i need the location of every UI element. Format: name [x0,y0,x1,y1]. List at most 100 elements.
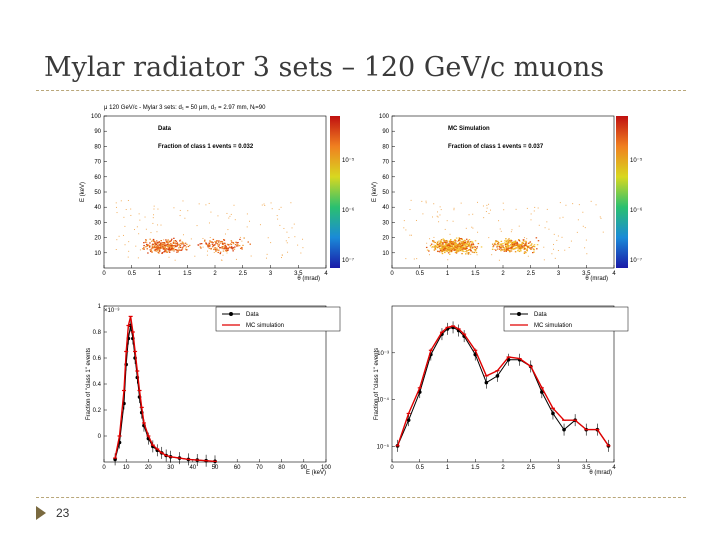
heatmap-point [460,249,463,251]
heatmap-point [523,248,526,250]
heatmap-point [175,249,177,251]
mc-series-line [396,325,610,447]
heatmap-point [115,202,117,204]
heatmap-point [536,248,538,250]
heatmap-point [494,241,497,243]
x-tick-label: 20 [145,465,152,471]
heatmap-point [152,238,155,241]
heatmap-point [159,244,161,247]
heatmap-point [236,242,238,244]
heatmap-point [471,247,474,249]
heatmap-point [214,249,217,251]
heatmap-point [449,246,451,248]
heatmap-point [525,240,527,242]
heatmap-point [173,245,175,247]
heatmap-point [167,241,170,244]
heatmap-point [456,251,459,253]
heatmap-point [163,245,165,247]
heatmap-point [519,247,522,249]
heatmap-point [144,216,146,218]
heatmap-point [473,251,475,254]
heatmap-point [460,246,462,248]
heatmap-point [434,248,437,250]
x-tick-label: 3 [269,271,273,277]
heatmap-point [522,239,525,241]
heatmap-point [466,243,468,245]
heatmap-point [212,242,214,244]
heatmap-point [507,242,510,244]
heatmap-point [280,206,282,208]
heatmap-point [137,257,139,259]
heatmap-point [223,238,225,241]
heatmap-point [222,250,225,252]
heatmap-point [498,259,500,261]
heatmap-point [458,248,461,250]
footer-arrow-icon [36,506,46,520]
heatmap-point [225,248,227,250]
heatmap-point [468,249,471,251]
heatmap-point [480,246,483,248]
heatmap-point [529,244,532,247]
x-tick-label: 1.5 [471,465,480,471]
heatmap-point [194,255,196,257]
heatmap-point [585,239,587,241]
x-tick-label: 1 [158,271,162,277]
heatmap-point [548,228,550,230]
heatmap-point [460,245,462,247]
heatmap-point [230,246,233,249]
heatmap-point [448,249,451,251]
heatmap-point [270,242,272,244]
heatmap-point [226,252,228,254]
heatmap-point [459,249,462,252]
heatmap-point [291,227,293,229]
heatmap-point [149,242,151,244]
heatmap-point [457,249,460,251]
heatmap-point [143,248,145,250]
heatmap-point [472,243,474,246]
heatmap-point [217,240,220,242]
heatmap-point [208,222,210,224]
heatmap-point [471,241,473,243]
heatmap-point [165,251,168,253]
heatmap-point [154,246,157,249]
legend-mc-label: MC simulation [246,323,284,329]
heatmap-point [154,250,157,252]
heatmap-point [518,246,520,248]
heatmap-point [216,247,218,249]
heatmap-point [440,243,442,245]
heatmap-point [116,212,118,214]
x-tick-label: 0.5 [128,271,137,277]
heatmap-point [519,249,522,251]
heatmap-point [241,240,243,242]
heatmap-point [236,244,239,246]
heatmap-point [590,200,592,202]
heatmap-point [161,246,163,248]
heatmap-point [190,238,192,240]
heatmap-point [470,253,472,255]
heatmap-point [506,243,509,245]
heatmap-point [498,220,500,222]
heatmap-point [151,251,153,253]
legend-data-label-2: Data [534,312,547,318]
heatmap-point [500,243,503,245]
heatmap-point [476,254,478,256]
heatmap-point [437,211,439,213]
heatmap-point [143,247,145,249]
heatmap-point [442,238,445,240]
heatmap-point [464,240,467,242]
heatmap-point [561,236,563,238]
heatmap-mc-panel: MC Simulation Fraction of class 1 events… [372,114,643,282]
heatmap-point [509,250,511,252]
heatmap-point [492,245,495,247]
heatmap-point [464,243,467,245]
heatmap-point [506,245,508,247]
heatmap-point [217,215,219,217]
heatmap-point [241,246,243,249]
heatmap-point [178,249,181,251]
heatmap-point [531,247,533,249]
heatmap-point [143,244,145,247]
heatmap-point [503,209,505,211]
heatmap-point [158,250,161,252]
heatmap-point [127,199,129,201]
y-tick-label: 100 [379,114,390,120]
